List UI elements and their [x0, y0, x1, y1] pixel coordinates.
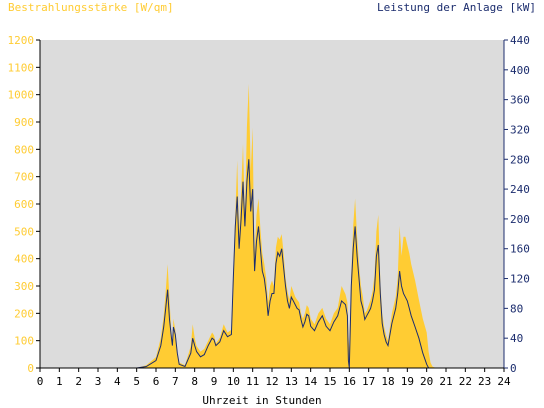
left-tick-label: 1200	[8, 34, 35, 47]
left-tick-label: 1100	[8, 61, 35, 74]
x-tick-label: 9	[211, 375, 218, 388]
left-tick-label: 600	[14, 198, 34, 211]
right-tick-label: 80	[510, 302, 523, 315]
right-axis-title: Leistung der Anlage [kW]	[377, 1, 536, 14]
left-tick-label: 0	[27, 362, 34, 375]
x-tick-label: 7	[172, 375, 179, 388]
x-tick-label: 13	[285, 375, 298, 388]
x-tick-label: 14	[304, 375, 318, 388]
left-tick-label: 200	[14, 307, 34, 320]
right-tick-label: 440	[510, 34, 530, 47]
left-tick-label: 700	[14, 171, 34, 184]
power-line	[40, 159, 504, 369]
left-tick-label: 800	[14, 143, 34, 156]
right-tick-label: 160	[510, 243, 530, 256]
x-tick-label: 4	[114, 375, 121, 388]
x-tick-label: 3	[95, 375, 102, 388]
x-tick-label: 23	[478, 375, 491, 388]
left-tick-label: 900	[14, 116, 34, 129]
right-tick-label: 240	[510, 183, 530, 196]
x-tick-label: 22	[459, 375, 472, 388]
right-tick-label: 280	[510, 153, 530, 166]
left-tick-label: 500	[14, 225, 34, 238]
right-axis-ticks: 0 40 80 120 160 200 240 280 320 360 400 440	[504, 34, 530, 375]
x-tick-label: 12	[265, 375, 278, 388]
left-tick-label: 400	[14, 253, 34, 266]
left-axis-ticks: 0 100 200 300 400 500 600 700 800 900 1000 1100 1200	[8, 34, 40, 375]
left-tick-label: 300	[14, 280, 34, 293]
right-tick-label: 0	[510, 362, 517, 375]
irradiance-area	[40, 83, 504, 368]
x-tick-label: 0	[37, 375, 44, 388]
right-tick-label: 200	[510, 213, 530, 226]
x-tick-label: 6	[153, 375, 160, 388]
x-tick-label: 19	[401, 375, 414, 388]
left-tick-label: 1000	[8, 89, 35, 102]
x-tick-label: 20	[420, 375, 433, 388]
right-tick-label: 40	[510, 332, 523, 345]
x-tick-label: 10	[227, 375, 240, 388]
right-tick-label: 360	[510, 94, 530, 107]
x-axis-ticks: 0 1 2 3 4 5 6 7 8 9 10 11 12 13 14 15 16 17 18 19 20 21 22 23 24	[37, 368, 511, 388]
x-tick-label: 1	[56, 375, 63, 388]
x-tick-label: 24	[497, 375, 511, 388]
right-tick-label: 120	[510, 273, 530, 286]
x-tick-label: 21	[439, 375, 452, 388]
power-line-layer	[40, 159, 504, 369]
right-tick-label: 400	[510, 64, 530, 77]
x-tick-label: 2	[75, 375, 82, 388]
x-tick-label: 16	[343, 375, 356, 388]
right-tick-label: 320	[510, 123, 530, 136]
left-axis-title: Bestrahlungsstärke [W/qm]	[8, 1, 174, 14]
x-tick-label: 5	[133, 375, 140, 388]
x-tick-label: 11	[246, 375, 259, 388]
x-tick-label: 15	[323, 375, 336, 388]
left-tick-label: 100	[14, 335, 34, 348]
x-tick-label: 17	[362, 375, 375, 388]
irradiance-area-layer	[40, 83, 504, 368]
x-tick-label: 18	[381, 375, 394, 388]
x-axis-title: Uhrzeit in Stunden	[202, 394, 321, 407]
x-tick-label: 8	[191, 375, 198, 388]
